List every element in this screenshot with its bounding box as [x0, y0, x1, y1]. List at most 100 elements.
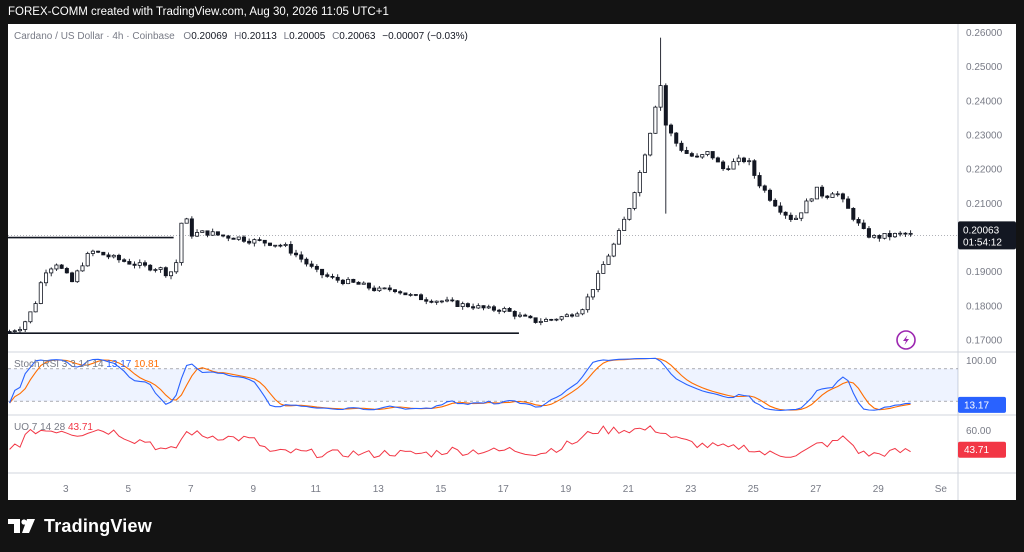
- candle: [283, 244, 288, 246]
- candle: [44, 272, 49, 284]
- candle: [773, 199, 778, 207]
- stoch-d-value: 10.81: [134, 359, 160, 370]
- candle: [90, 250, 95, 254]
- x-tick-label: 15: [435, 484, 447, 495]
- x-tick-label: 13: [373, 484, 385, 495]
- candle: [382, 287, 387, 290]
- high-value: 0.20113: [241, 31, 277, 42]
- candle: [814, 186, 819, 200]
- candle: [658, 85, 663, 108]
- candle: [38, 282, 43, 304]
- x-tick-label: 29: [873, 484, 885, 495]
- candle: [273, 244, 278, 247]
- candle: [877, 235, 882, 239]
- candle: [450, 299, 455, 302]
- x-tick-label: 23: [685, 484, 697, 495]
- candle: [236, 236, 241, 240]
- candle: [80, 265, 85, 272]
- candle: [538, 320, 543, 323]
- stoch-badge: [958, 396, 1006, 413]
- candle: [148, 264, 153, 271]
- x-tick-label: 5: [126, 484, 132, 495]
- x-tick-label: 21: [623, 484, 635, 495]
- candle: [309, 263, 314, 267]
- candle: [361, 282, 366, 285]
- uo-legend[interactable]: UO 7 14 28 43.71: [14, 422, 93, 433]
- candle: [476, 305, 481, 309]
- candle: [580, 309, 585, 315]
- price-tag-countdown: 01:54:12: [963, 237, 1002, 248]
- chart-card: 0.170000.180000.190000.200000.210000.220…: [8, 24, 1016, 500]
- stoch-badge-value: 13.17: [964, 400, 989, 411]
- x-tick-label: 19: [560, 484, 572, 495]
- candle: [96, 250, 101, 253]
- candle: [669, 124, 674, 134]
- y-tick-label: 0.24000: [966, 96, 1003, 107]
- candle: [835, 193, 840, 196]
- candle: [12, 330, 17, 333]
- candle: [622, 218, 627, 231]
- candle: [794, 217, 799, 220]
- candle: [85, 253, 90, 267]
- candle: [736, 157, 741, 162]
- x-tick-label: 9: [251, 484, 257, 495]
- price-tag: [958, 221, 1016, 250]
- candle: [799, 212, 804, 219]
- stoch-legend[interactable]: Stoch RSI 3 3 14 14 13.17 10.81: [14, 359, 159, 370]
- candle: [304, 258, 309, 265]
- candle: [460, 303, 465, 307]
- candle: [549, 318, 554, 321]
- candle: [267, 242, 272, 246]
- candle: [210, 231, 215, 236]
- x-tick-label: 11: [311, 484, 322, 495]
- y-tick-label: 0.21000: [966, 199, 1003, 210]
- uo-badge-value: 43.71: [964, 445, 989, 456]
- candle: [340, 279, 345, 285]
- candle: [695, 155, 700, 158]
- grid: [8, 24, 1016, 500]
- close-value: 0.20063: [339, 31, 376, 42]
- y-tick-label: 0.26000: [966, 28, 1003, 39]
- candle: [575, 313, 580, 317]
- candle: [710, 151, 715, 159]
- chart-canvas[interactable]: 0.170000.180000.190000.200000.210000.220…: [8, 24, 1016, 500]
- uo-value: 43.71: [67, 422, 93, 433]
- candle: [752, 160, 757, 176]
- candle: [767, 189, 772, 201]
- candle: [778, 205, 783, 213]
- candle: [54, 264, 59, 270]
- flash-icon[interactable]: [896, 330, 916, 350]
- candle: [497, 309, 502, 312]
- high-label: H: [234, 31, 242, 42]
- candle: [262, 239, 267, 244]
- candle: [195, 232, 200, 237]
- candle: [49, 268, 54, 274]
- candle: [908, 232, 913, 235]
- candle: [512, 311, 517, 317]
- candle: [424, 299, 429, 302]
- symbol-legend: Cardano / US Dollar · 4h · Coinbase O 0.2…: [14, 31, 472, 42]
- uo-line: [9, 425, 911, 459]
- candle: [23, 321, 28, 330]
- symbol-name[interactable]: Cardano / US Dollar · 4h · Coinbase: [14, 31, 175, 42]
- tradingview-brand: TradingView: [44, 515, 152, 536]
- candle: [820, 186, 825, 197]
- candle: [252, 239, 257, 244]
- candle: [783, 211, 788, 216]
- candle: [127, 261, 132, 265]
- x-tick-label: 27: [810, 484, 822, 495]
- x-tick-label: 7: [188, 484, 194, 495]
- candle: [70, 272, 75, 283]
- candle: [356, 281, 361, 285]
- candle: [544, 318, 549, 322]
- candle: [741, 157, 746, 163]
- candle: [903, 232, 908, 235]
- candle: [445, 299, 450, 302]
- candle: [637, 172, 642, 194]
- candle: [325, 274, 330, 277]
- candle: [788, 214, 793, 220]
- candle: [142, 262, 147, 266]
- candle: [632, 192, 637, 209]
- open-label: O: [183, 31, 192, 42]
- candle: [616, 230, 621, 245]
